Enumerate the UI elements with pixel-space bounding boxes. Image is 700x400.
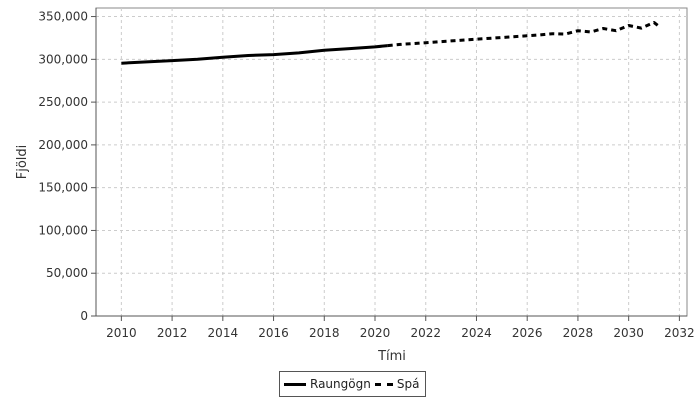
y-tick-label: 50,000 bbox=[46, 266, 88, 280]
x-tick-label: 2026 bbox=[512, 326, 543, 340]
y-tick-label: 200,000 bbox=[38, 138, 88, 152]
y-tick-label: 350,000 bbox=[38, 10, 88, 24]
series-line-actual bbox=[121, 44, 388, 65]
x-tick-labels: 2010 2012 2014 2016 2018 2020 2022 2024 2026 2028… bbox=[106, 326, 695, 340]
y-tick-labels: 0 50,000 100,000 150,000 200,000 250,000 300,0… bbox=[38, 10, 88, 323]
y-tick-label: 0 bbox=[80, 309, 88, 323]
x-tick-label: 2020 bbox=[360, 326, 391, 340]
legend-item-forecast: Spá bbox=[374, 377, 420, 391]
x-tick-label: 2012 bbox=[157, 326, 188, 340]
y-axis-title: Fjöldi bbox=[15, 145, 30, 180]
legend-swatch-dashed bbox=[374, 382, 393, 386]
series-lines bbox=[121, 21, 661, 65]
x-tick-label: 2024 bbox=[461, 326, 492, 340]
x-tick-label: 2032 bbox=[664, 326, 695, 340]
x-tick-label: 2016 bbox=[258, 326, 289, 340]
y-tick-label: 300,000 bbox=[38, 52, 88, 66]
y-tick-label: 150,000 bbox=[38, 181, 88, 195]
x-tick-label: 2018 bbox=[309, 326, 340, 340]
plot-area bbox=[95, 7, 688, 317]
legend-label-actual: Raungögn bbox=[310, 377, 371, 391]
legend: Raungögn Spá bbox=[279, 371, 427, 397]
legend-item-actual: Raungögn bbox=[284, 377, 371, 391]
y-tick-label: 250,000 bbox=[38, 95, 88, 109]
x-tick-label: 2022 bbox=[410, 326, 441, 340]
series-line-forecast bbox=[387, 21, 661, 48]
axes bbox=[91, 8, 687, 321]
x-tick-label: 2028 bbox=[563, 326, 594, 340]
x-tick-label: 2030 bbox=[613, 326, 644, 340]
x-tick-label: 2010 bbox=[106, 326, 137, 340]
x-axis-title: Tími bbox=[377, 349, 406, 364]
legend-label-forecast: Spá bbox=[396, 377, 420, 391]
x-tick-label: 2014 bbox=[208, 326, 239, 340]
y-tick-label: 100,000 bbox=[38, 223, 88, 237]
legend-swatch-solid bbox=[284, 382, 306, 386]
